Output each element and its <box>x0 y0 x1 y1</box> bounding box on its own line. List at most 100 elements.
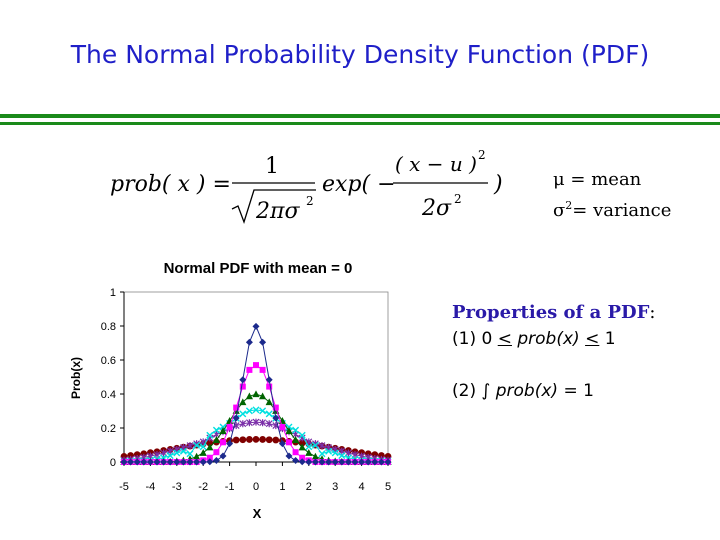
x-tick-label: 2 <box>306 481 312 493</box>
data-point <box>232 414 240 422</box>
data-point <box>272 404 279 411</box>
property-1-expr: prob(x) <box>511 329 586 349</box>
properties-heading-line: Properties of a PDF: <box>452 300 656 326</box>
symbol-definitions: μ = mean σ2= variance <box>553 167 671 224</box>
data-point <box>358 458 366 466</box>
properties-heading: Properties of a PDF <box>452 302 650 323</box>
data-point <box>146 458 154 466</box>
property-2-suffix: = 1 <box>558 381 594 401</box>
data-point <box>233 404 240 411</box>
data-point <box>298 458 306 466</box>
data-point <box>239 376 247 384</box>
data-point <box>186 458 194 466</box>
data-point <box>265 410 273 418</box>
mean-text: = mean <box>564 169 642 190</box>
properties-heading-colon: : <box>649 302 656 323</box>
data-point <box>259 407 267 415</box>
formula-denominator: 2πσ <box>255 199 300 224</box>
y-tick-label: 0.4 <box>101 389 116 401</box>
slide-title: The Normal Probability Density Function … <box>70 40 650 69</box>
data-point <box>166 458 174 466</box>
data-point <box>160 458 168 466</box>
data-point <box>193 441 201 449</box>
property-1: (1) 0 < prob(x) < 1 <box>452 326 656 352</box>
formula-exp-denominator: 2σ <box>421 196 452 221</box>
x-tick-label: 5 <box>385 481 391 493</box>
data-point <box>331 458 339 466</box>
data-point <box>186 450 194 458</box>
data-point <box>279 424 286 431</box>
x-tick-label: 3 <box>332 481 338 493</box>
sigma-exponent: 2 <box>565 199 573 212</box>
pdf-properties: Properties of a PDF: (1) 0 < prob(x) < 1… <box>452 300 656 404</box>
property-2: (2) ∫ prob(x) = 1 <box>452 378 656 404</box>
x-tick-label: 1 <box>279 481 285 493</box>
data-point <box>212 436 220 443</box>
data-point <box>127 458 135 466</box>
data-point <box>259 419 267 427</box>
data-point <box>292 426 300 434</box>
data-point <box>265 436 273 444</box>
data-point <box>219 427 227 434</box>
data-point <box>311 452 319 460</box>
data-point <box>318 450 326 458</box>
data-point <box>239 410 247 418</box>
data-point <box>272 414 280 422</box>
y-tick-label: 0.2 <box>101 423 116 435</box>
data-point <box>265 376 273 384</box>
data-point <box>186 442 194 450</box>
chart-title: Normal PDF with mean = 0 <box>164 260 353 277</box>
data-point <box>199 443 207 451</box>
x-tick-label: -1 <box>225 481 235 493</box>
data-point <box>344 458 352 466</box>
data-point <box>252 418 260 426</box>
chart-y-axis-label: Prob(x) <box>69 357 83 399</box>
data-point <box>166 452 174 460</box>
variance-definition: σ2= variance <box>553 193 671 224</box>
variance-text: = variance <box>572 200 672 221</box>
data-point <box>232 436 240 444</box>
data-point <box>325 458 333 466</box>
data-point <box>286 439 292 446</box>
title-rule-top <box>0 114 720 118</box>
mu-symbol: μ <box>553 169 565 190</box>
property-1-prefix: (1) 0 <box>452 329 498 349</box>
data-point <box>239 436 247 444</box>
data-point <box>220 439 226 446</box>
data-point <box>179 447 187 455</box>
formula-exp-numerator: ( x − u ) <box>395 152 477 176</box>
chart-plot-area: 0 0.2 0.4 0.6 0.8 1 -5 -4 -3 -2 -1 0 1 2 3 4 5 <box>101 287 392 493</box>
data-point <box>292 436 300 443</box>
data-point <box>311 441 319 449</box>
data-point <box>206 431 214 439</box>
data-point <box>265 420 273 428</box>
formula-exp-numerator-exp: 2 <box>478 148 486 162</box>
data-point <box>219 423 227 431</box>
data-point <box>226 424 233 431</box>
data-point <box>331 449 339 457</box>
y-tick-label: 1 <box>110 287 116 299</box>
x-tick-label: -3 <box>172 481 182 493</box>
x-tick-label: 4 <box>359 481 365 493</box>
property-spacer <box>452 352 656 378</box>
property-2-prefix: (2) ∫ <box>452 381 496 401</box>
data-point <box>140 458 148 466</box>
x-tick-label: -5 <box>119 481 129 493</box>
data-point <box>285 452 293 460</box>
data-point <box>193 452 201 460</box>
data-point <box>311 458 319 466</box>
data-point <box>285 427 293 434</box>
data-point <box>239 398 247 406</box>
data-point <box>292 456 300 464</box>
data-point <box>272 436 280 444</box>
data-point <box>259 392 267 400</box>
data-point <box>245 392 253 400</box>
data-point <box>245 419 253 427</box>
data-point <box>384 458 392 466</box>
data-point <box>239 383 246 390</box>
title-rule-bottom <box>0 122 720 125</box>
data-point <box>212 456 220 464</box>
data-point <box>246 436 253 443</box>
data-point <box>212 426 220 434</box>
data-point <box>265 398 273 406</box>
